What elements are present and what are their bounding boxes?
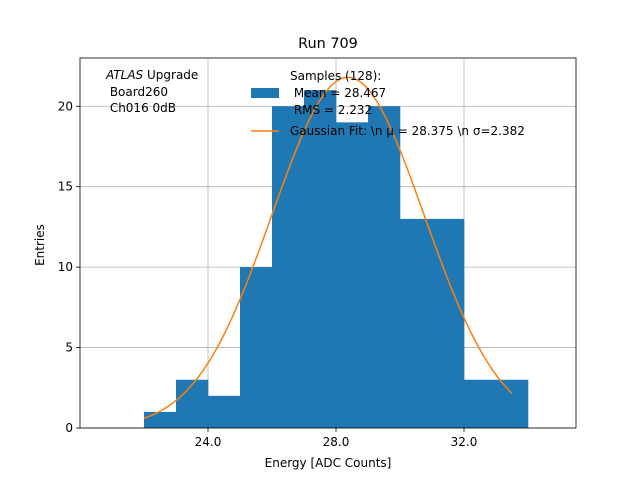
histogram-bar xyxy=(272,106,305,429)
histogram-bar xyxy=(304,90,337,428)
legend-fit-label: Gaussian Fit: \n μ = 28.375 \n σ=2.382 xyxy=(290,124,525,138)
svg-text:ATLAS Upgrade: ATLAS Upgrade xyxy=(105,68,198,82)
chart-title: Run 709 xyxy=(298,36,358,52)
histogram-bar xyxy=(176,379,209,428)
histogram-bar xyxy=(208,395,241,428)
x-tick-label: 24.0 xyxy=(195,435,222,449)
y-tick-label: 10 xyxy=(58,260,73,274)
legend: Samples (128): Mean = 28.467 RMS = 2.232… xyxy=(251,69,525,138)
histogram-bar xyxy=(464,379,497,428)
board-label: Board260 xyxy=(106,85,168,99)
atlas-annotation: ATLAS Upgrade Board260 Ch016 0dB xyxy=(105,68,198,115)
x-tick-label: 32.0 xyxy=(451,435,478,449)
legend-hist-line-1: Samples (128): xyxy=(290,69,381,83)
y-tick-label: 0 xyxy=(65,421,73,435)
legend-hist-line-2: Mean = 28.467 xyxy=(290,86,386,100)
legend-hist-line-3: RMS = 2.232 xyxy=(290,103,372,117)
y-axis-label: Entries xyxy=(33,224,47,266)
axis-ticks: 24.0 28.0 32.0 0 5 10 15 20 xyxy=(58,99,478,449)
channel-label: Ch016 0dB xyxy=(106,101,176,115)
histogram-bar xyxy=(336,122,369,428)
atlas-label: ATLAS xyxy=(105,68,144,82)
histogram-bars xyxy=(144,90,529,429)
histogram-bar xyxy=(368,106,401,429)
y-tick-label: 15 xyxy=(58,180,73,194)
x-axis-label: Energy [ADC Counts] xyxy=(265,456,392,470)
histogram-bar xyxy=(400,218,433,428)
histogram-bar xyxy=(144,411,177,428)
histogram-bar xyxy=(240,267,273,428)
legend-hist-swatch xyxy=(251,88,279,98)
x-tick-label: 28.0 xyxy=(323,435,350,449)
histogram-bar xyxy=(496,379,529,428)
axes-frame xyxy=(79,57,577,429)
y-tick-label: 5 xyxy=(65,341,73,355)
y-tick-label: 20 xyxy=(58,99,73,113)
gaussian-fit-curve xyxy=(143,76,513,419)
atlas-suffix: Upgrade xyxy=(143,68,198,82)
